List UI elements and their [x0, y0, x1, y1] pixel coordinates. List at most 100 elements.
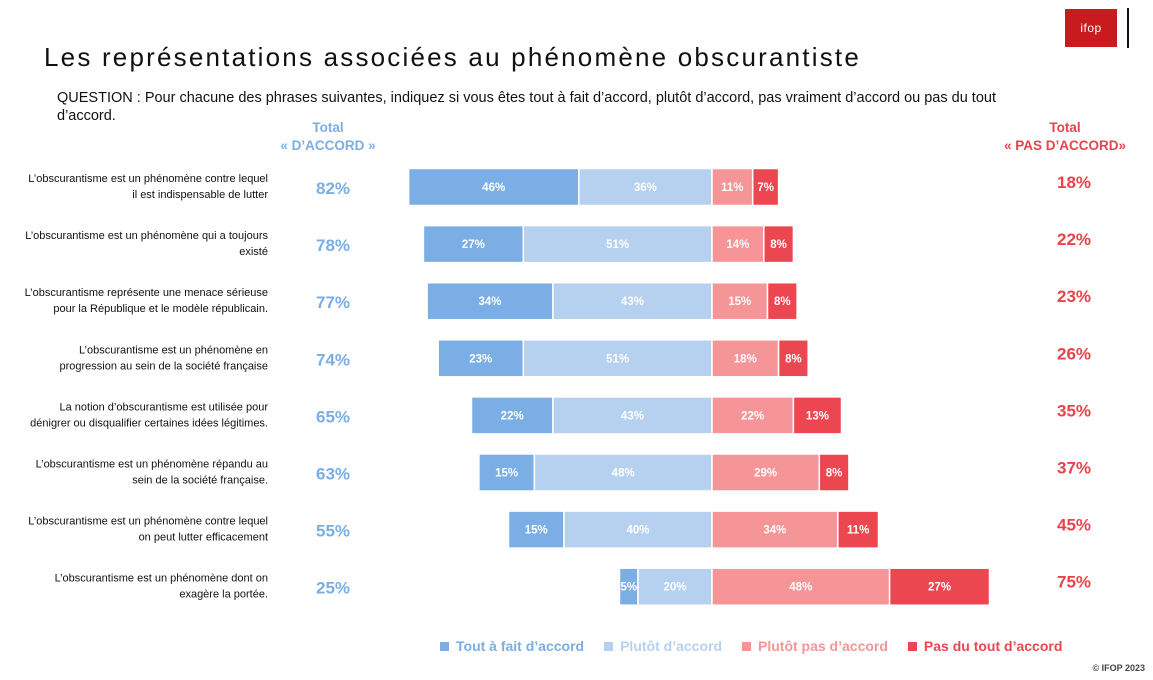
- category-label: L’obscurantisme représente une menace sé…: [25, 287, 268, 315]
- total-agree-header-line1: Total: [312, 120, 344, 135]
- legend-item-tout-a-fait: Tout à fait d’accord: [440, 638, 584, 654]
- legend-label: Plutôt pas d’accord: [758, 638, 888, 654]
- data-label: 27%: [462, 239, 485, 251]
- category-label: L’obscurantisme est un phénomène répandu…: [36, 459, 268, 487]
- data-label: 7%: [757, 182, 774, 194]
- total-disagree-header-line2: « PAS D’ACCORD»: [1003, 138, 1127, 153]
- total-agree-value: 55%: [316, 522, 350, 541]
- data-label: 8%: [774, 296, 791, 308]
- bar-segment: [578, 167, 713, 207]
- data-label: 51%: [606, 239, 629, 251]
- data-label: 15%: [525, 525, 548, 537]
- data-label: 11%: [847, 525, 869, 537]
- total-agree-header: Total « D’ACCORD »: [268, 119, 388, 155]
- total-agree-value: 63%: [316, 465, 350, 484]
- data-label: 22%: [741, 410, 764, 422]
- bar-segment: [792, 396, 843, 435]
- legend-label: Pas du tout d’accord: [923, 638, 1063, 654]
- data-label: 14%: [726, 239, 749, 251]
- chart-legend: Tout à fait d’accord Plutôt d’accord Plu…: [440, 638, 1062, 654]
- bar-segment: [552, 281, 713, 321]
- total-agree-value: 74%: [316, 350, 350, 369]
- question-text: QUESTION : Pour chacune des phrases suiv…: [57, 90, 996, 124]
- total-disagree-value: 23%: [1057, 287, 1091, 306]
- bar-segment: [751, 167, 780, 207]
- bar-segment: [711, 567, 891, 606]
- legend-label: Plutôt d’accord: [620, 638, 722, 654]
- data-label: 51%: [606, 353, 629, 365]
- total-agree-header-line2: « D’ACCORD »: [280, 138, 376, 153]
- bar-segment: [766, 281, 798, 321]
- logo-divider: [1127, 8, 1129, 48]
- bar-segment: [563, 510, 713, 549]
- total-disagree-value: 37%: [1057, 459, 1091, 478]
- bar-segment: [818, 453, 850, 492]
- data-label: 34%: [763, 525, 786, 537]
- legend-item-plutot: Plutôt d’accord: [604, 638, 722, 654]
- bar-segment: [711, 396, 795, 435]
- data-label: 27%: [928, 582, 951, 594]
- bar-segment: [470, 396, 554, 435]
- bar-segment: [711, 339, 780, 378]
- total-agree-value: 78%: [316, 236, 350, 255]
- category-label: L’obscurantisme est un phénomène qui a t…: [25, 230, 268, 258]
- bar-segment: [437, 339, 525, 378]
- data-label: 18%: [734, 353, 757, 365]
- data-label: 43%: [621, 296, 644, 308]
- data-label: 15%: [728, 296, 751, 308]
- total-agree-value: 25%: [316, 579, 350, 598]
- data-label: 29%: [754, 468, 777, 480]
- legend-swatch: [742, 641, 751, 651]
- data-label: 8%: [826, 468, 843, 480]
- bar-segment: [777, 339, 809, 378]
- data-label: 8%: [770, 239, 787, 251]
- ifop-logo: ifop: [1065, 9, 1117, 47]
- page-title: Les représentations associées au phénomè…: [44, 42, 861, 72]
- total-disagree-value: 18%: [1057, 173, 1091, 192]
- legend-label: Tout à fait d’accord: [456, 638, 585, 654]
- legend-item-plutot-pas: Plutôt pas d’accord: [742, 638, 888, 654]
- data-label: 46%: [482, 182, 505, 194]
- bar-segment: [888, 567, 991, 606]
- data-label: 40%: [626, 525, 649, 537]
- category-label: L’obscurantisme est un phénomène contre …: [28, 173, 268, 201]
- total-disagree-header-line1: Total: [1049, 120, 1081, 135]
- category-label: L’obscurantisme est un phénomène contre …: [28, 516, 268, 544]
- total-agree-value: 65%: [316, 407, 350, 426]
- data-label: 36%: [634, 182, 657, 194]
- data-label: 34%: [478, 296, 501, 308]
- legend-item-pas-du-tout: Pas du tout d’accord: [907, 638, 1063, 654]
- data-label: 43%: [621, 410, 644, 422]
- bar-segment: [552, 396, 713, 435]
- data-label: 11%: [721, 182, 743, 194]
- bar-segment: [711, 510, 839, 549]
- bar-segment: [637, 567, 713, 606]
- bar-segment: [478, 453, 536, 492]
- total-disagree-header: Total « PAS D’ACCORD»: [995, 119, 1135, 155]
- data-label: 48%: [789, 582, 812, 594]
- legend-swatch: [907, 641, 917, 651]
- legend-swatch: [440, 641, 449, 651]
- total-agree-value: 77%: [316, 293, 350, 312]
- total-disagree-value: 75%: [1057, 573, 1091, 592]
- bar-segment: [763, 224, 795, 264]
- logo-text: ifop: [1080, 21, 1102, 35]
- data-label: 48%: [612, 468, 635, 480]
- bar-segment: [507, 510, 565, 549]
- total-disagree-value: 35%: [1057, 401, 1091, 420]
- category-label: L’obscurantisme est un phénomène dont on…: [55, 573, 268, 601]
- data-label: 5%: [620, 582, 637, 594]
- total-agree-value: 82%: [316, 179, 350, 198]
- bar-segment: [522, 224, 713, 264]
- total-disagree-value: 45%: [1057, 516, 1091, 535]
- copyright: © IFOP 2023: [1092, 663, 1146, 673]
- data-label: 8%: [785, 353, 802, 365]
- category-label: La notion d’obscurantisme est utilisée p…: [30, 401, 268, 429]
- total-disagree-value: 26%: [1057, 344, 1091, 363]
- data-label: 23%: [469, 353, 492, 365]
- data-label: 15%: [495, 468, 518, 480]
- legend-swatch: [604, 641, 614, 651]
- category-label: L’obscurantisme est un phénomène en progr…: [59, 344, 268, 372]
- bar-segment: [533, 453, 713, 492]
